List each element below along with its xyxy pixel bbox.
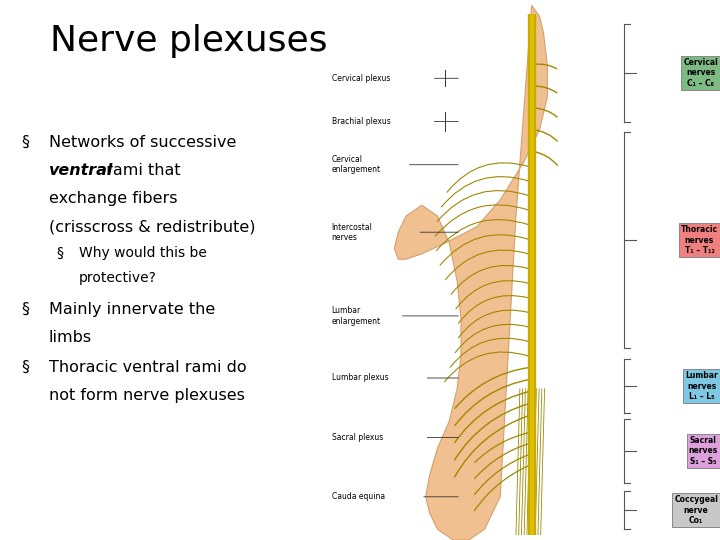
Text: not form nerve plexuses: not form nerve plexuses (49, 388, 245, 403)
Text: §: § (22, 135, 30, 150)
Text: Mainly innervate the: Mainly innervate the (49, 302, 215, 317)
Text: limbs: limbs (49, 330, 92, 345)
Text: Nerve plexuses: Nerve plexuses (50, 24, 328, 58)
Text: ventral: ventral (49, 163, 113, 178)
Text: Cervical plexus: Cervical plexus (331, 74, 390, 83)
Text: Brachial plexus: Brachial plexus (331, 117, 390, 126)
Text: Why would this be: Why would this be (79, 246, 207, 260)
Text: Networks of successive: Networks of successive (49, 135, 236, 150)
Text: Cervical
nerves
C₁ – C₈: Cervical nerves C₁ – C₈ (683, 58, 718, 88)
Text: rami that: rami that (101, 163, 181, 178)
Text: Lumbar plexus: Lumbar plexus (331, 374, 388, 382)
Text: Sacral plexus: Sacral plexus (331, 433, 383, 442)
Text: Sacral
nerves
S₁ – S₅: Sacral nerves S₁ – S₅ (689, 436, 718, 466)
Text: protective?: protective? (79, 271, 157, 285)
Text: Cervical
enlargement: Cervical enlargement (331, 155, 381, 174)
Text: (crisscross & redistribute): (crisscross & redistribute) (49, 219, 256, 234)
Text: Lumbar
nerves
L₁ – L₅: Lumbar nerves L₁ – L₅ (685, 371, 718, 401)
Text: Cauda equina: Cauda equina (331, 492, 384, 501)
Text: §: § (56, 246, 63, 260)
Text: exchange fibers: exchange fibers (49, 191, 177, 206)
Text: Intercostal
nerves: Intercostal nerves (331, 222, 372, 242)
Text: §: § (22, 360, 30, 375)
Text: Thoracic
nerves
T₁ – T₁₂: Thoracic nerves T₁ – T₁₂ (681, 225, 718, 255)
Text: Thoracic ventral rami do: Thoracic ventral rami do (49, 360, 246, 375)
Polygon shape (395, 5, 547, 540)
Text: Lumbar
enlargement: Lumbar enlargement (331, 306, 381, 326)
Text: §: § (22, 302, 30, 317)
Text: Coccygeal
nerve
Co₁: Coccygeal nerve Co₁ (674, 495, 718, 525)
